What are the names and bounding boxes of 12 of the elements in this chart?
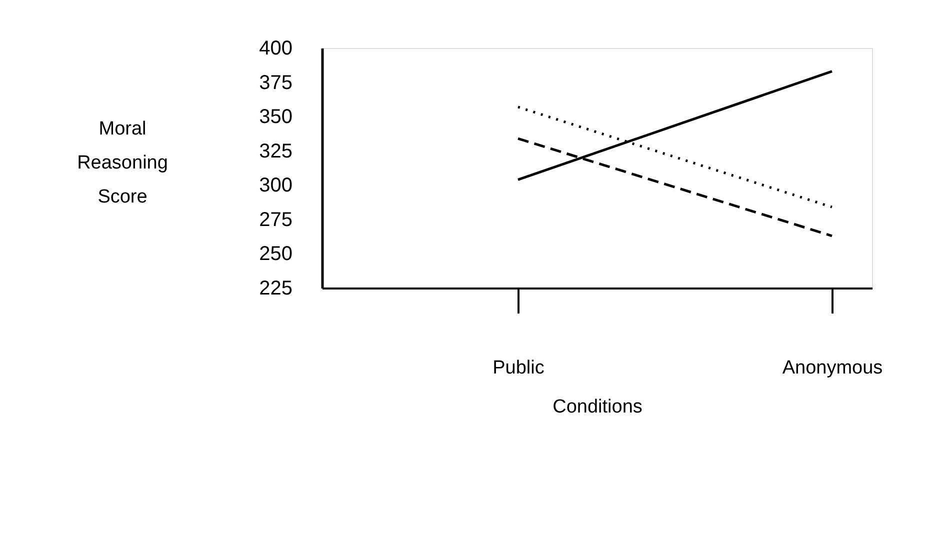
x-tick-label: Public xyxy=(492,358,544,378)
y-tick-label: 250 xyxy=(259,243,292,266)
y-tick-label: 225 xyxy=(259,278,292,300)
y-tick-label: 275 xyxy=(259,208,292,231)
y-tick-label: 325 xyxy=(259,140,292,162)
y-tick-label: 400 xyxy=(259,38,292,60)
y-tick-label: 375 xyxy=(259,72,292,94)
x-axis-title: Conditions xyxy=(552,396,642,418)
x-tick-label: Anonymous xyxy=(782,358,883,378)
y-axis-title: Moral Reasoning Score xyxy=(77,118,168,208)
y-tick-label: 350 xyxy=(259,106,292,128)
y-tick-label: 300 xyxy=(259,174,292,197)
